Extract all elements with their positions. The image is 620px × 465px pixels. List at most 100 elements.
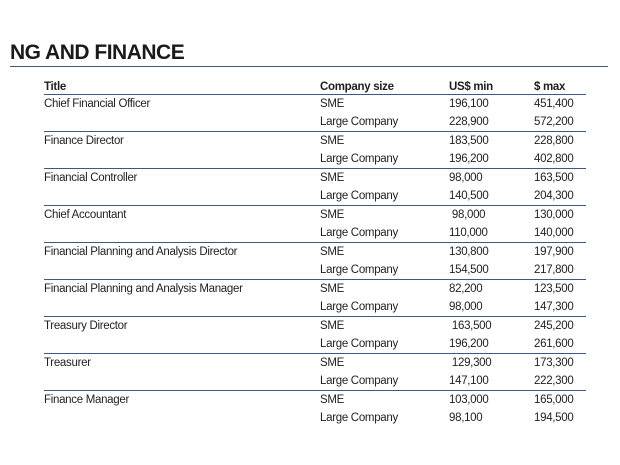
table-row: Financial Controller SME 98,000 163,500 [44,169,586,187]
cell-min-salary: 98,100 [449,412,483,424]
table-row-group: Financial Controller SME 98,000 163,500 Larg… [44,169,586,206]
cell-min-salary: 154,500 [449,264,489,276]
cell-company-size: Large Company [320,338,398,350]
table-row-group: Treasury Director SME 163,500 245,200 Large… [44,317,586,354]
cell-max-salary: 123,500 [534,283,574,295]
cell-company-size: SME [320,209,345,221]
cell-min-salary: 183,500 [449,135,489,147]
cell-min-salary: 163,500 [449,320,492,332]
cell-job-title [44,335,320,353]
table-body: Chief Financial Officer SME 196,100 451,400… [44,95,586,427]
cell-min-salary: 196,200 [449,338,489,350]
cell-company-size: SME [320,394,345,406]
cell-min-salary: 130,800 [449,246,489,258]
cell-min-salary: 98,000 [449,172,483,184]
cell-min-salary: 98,000 [449,209,486,221]
table-row-group: Treasurer SME 129,300 173,300 Large Company… [44,354,586,391]
table-row-group: Financial Planning and Analysis Director… [44,243,586,280]
table-row: Large Company 147,100 222,300 [44,372,586,390]
table-row: Large Company 154,500 217,800 [44,261,586,279]
table-row-group: Chief Accountant SME 98,000 130,000 Large C… [44,206,586,243]
table-row: Chief Financial Officer SME 196,100 451,400 [44,95,586,113]
cell-company-size: SME [320,98,345,110]
cell-job-title [44,113,320,131]
cell-job-title: Financial Planning and Analysis Director [44,246,238,258]
salary-table: Title Company size US$ min $ max Chief F… [44,78,586,427]
cell-company-size: Large Company [320,375,398,387]
cell-job-title: Chief Financial Officer [44,98,151,110]
column-header-company-size: Company size [320,81,394,93]
cell-min-salary: 82,200 [449,283,483,295]
cell-job-title: Chief Accountant [44,209,127,221]
cell-company-size: Large Company [320,227,398,239]
table-row-group: Finance Manager SME 103,000 165,000 Large Co… [44,391,586,427]
cell-max-salary: 140,000 [534,227,574,239]
table-row-group: Finance Director SME 183,500 228,800 Large C… [44,132,586,169]
section-heading: NG AND FINANCE [10,41,185,64]
cell-company-size: SME [320,135,345,147]
cell-job-title [44,372,320,390]
cell-max-salary: 130,000 [534,209,574,221]
cell-job-title [44,150,320,168]
cell-company-size: SME [320,283,345,295]
table-row: Finance Manager SME 103,000 165,000 [44,391,586,409]
cell-min-salary: 140,500 [449,190,489,202]
table-row: Treasurer SME 129,300 173,300 [44,354,586,372]
cell-job-title: Financial Controller [44,172,138,184]
table-row: Large Company 196,200 261,600 [44,335,586,353]
cell-max-salary: 222,300 [534,375,574,387]
cell-max-salary: 261,600 [534,338,574,350]
cell-max-salary: 451,400 [534,98,574,110]
cell-min-salary: 147,100 [449,375,489,387]
table-row: Large Company 98,100 194,500 [44,409,586,427]
cell-min-salary: 110,000 [449,227,488,239]
table-row-group: Chief Financial Officer SME 196,100 451,400… [44,95,586,132]
cell-company-size: Large Company [320,264,398,276]
cell-job-title: Finance Manager [44,394,129,406]
cell-company-size: SME [320,320,345,332]
table-header: Title Company size US$ min $ max [44,78,586,95]
cell-max-salary: 163,500 [534,172,574,184]
cell-company-size: Large Company [320,153,398,165]
cell-company-size: Large Company [320,412,398,424]
cell-job-title [44,298,320,316]
column-header-min: US$ min [449,81,493,93]
cell-company-size: Large Company [320,116,398,128]
cell-max-salary: 147,300 [534,301,574,313]
cell-job-title [44,187,320,205]
cell-max-salary: 217,800 [534,264,574,276]
cell-job-title [44,261,320,279]
table-row: Large Company 228,900 572,200 [44,113,586,131]
cell-max-salary: 572,200 [534,116,574,128]
heading-divider [10,66,608,67]
cell-max-salary: 402,800 [534,153,574,165]
table-row-group: Financial Planning and Analysis Manager S… [44,280,586,317]
cell-max-salary: 228,800 [534,135,574,147]
cell-max-salary: 194,500 [534,412,574,424]
cell-job-title: Finance Director [44,135,124,147]
cell-company-size: Large Company [320,190,398,202]
cell-job-title: Treasurer [44,357,91,369]
cell-max-salary: 197,900 [534,246,574,258]
cell-job-title [44,409,320,427]
cell-job-title [44,224,320,242]
column-header-max: $ max [534,81,566,93]
cell-min-salary: 228,900 [449,116,489,128]
cell-job-title: Treasury Director [44,320,128,332]
cell-max-salary: 245,200 [534,320,574,332]
table-row: Financial Planning and Analysis Director… [44,243,586,261]
cell-min-salary: 196,100 [449,98,489,110]
table-row: Finance Director SME 183,500 228,800 [44,132,586,150]
cell-max-salary: 204,300 [534,190,574,202]
table-row: Large Company 98,000 147,300 [44,298,586,316]
cell-min-salary: 103,000 [449,394,489,406]
table-row: Chief Accountant SME 98,000 130,000 [44,206,586,224]
cell-company-size: Large Company [320,301,398,313]
cell-min-salary: 98,000 [449,301,483,313]
cell-company-size: SME [320,172,345,184]
table-row: Large Company 110,000 140,000 [44,224,586,242]
table-row: Large Company 140,500 204,300 [44,187,586,205]
table-row: Financial Planning and Analysis Manager S… [44,280,586,298]
column-header-title: Title [44,81,66,93]
cell-max-salary: 173,300 [534,357,574,369]
